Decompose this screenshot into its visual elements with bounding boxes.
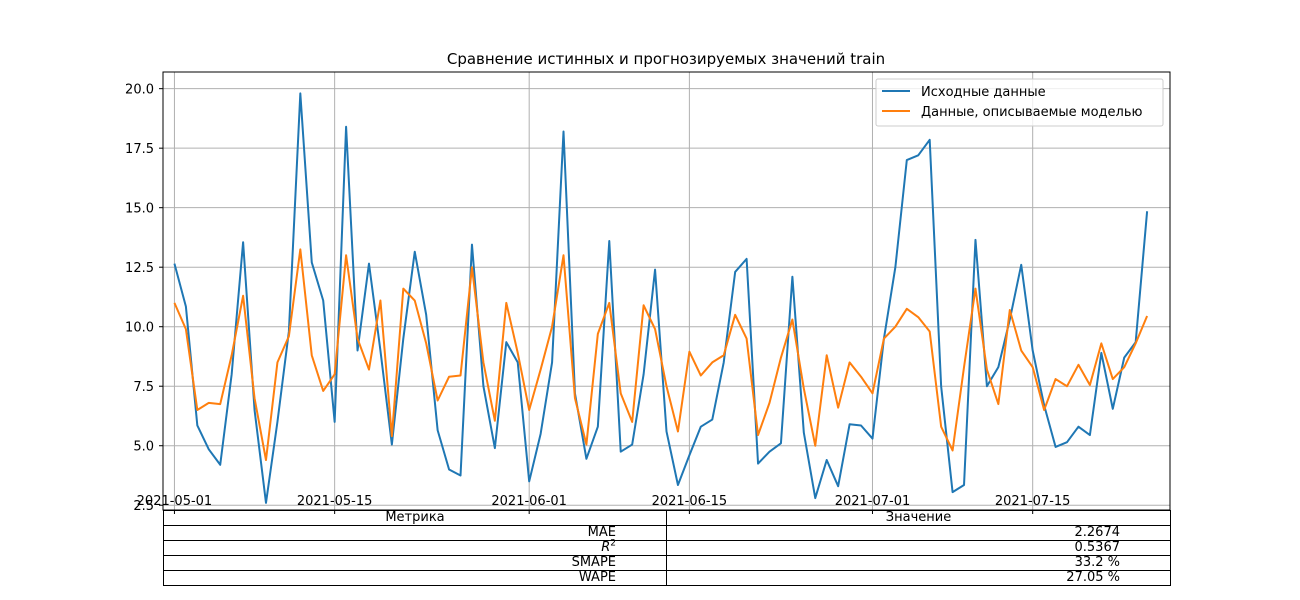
series-line-model xyxy=(173,248,1149,462)
y-tick-label: 12.5 xyxy=(125,261,154,276)
metric-name: R2 xyxy=(163,538,667,556)
table-row: R2 0.5367 xyxy=(163,538,1171,556)
column-header-value: Значение xyxy=(666,510,1171,526)
metrics-table: Метрика Значение MAE 2.2674 R2 0.5367 SM… xyxy=(163,510,1171,586)
y-tick-label: 5.0 xyxy=(133,440,154,455)
metric-value: 0.5367 xyxy=(666,540,1171,556)
y-tick-label: 15.0 xyxy=(125,202,154,217)
metric-name: SMAPE xyxy=(163,555,667,571)
axis-ticks: 2.5 5.0 7.5 10.0 12.5 15.0 17.5 20.0 2021-05-01 2… xyxy=(125,83,1070,515)
table-row: SMAPE 33.2 % xyxy=(163,555,1171,571)
y-tick-label: 20.0 xyxy=(125,83,154,98)
column-header-metric: Метрика xyxy=(163,510,667,526)
metric-name: WAPE xyxy=(163,570,667,586)
metric-value: 27.05 % xyxy=(666,570,1171,586)
metric-value: 2.2674 xyxy=(666,525,1171,541)
series-line-observed xyxy=(173,92,1149,504)
table-row: WAPE 27.05 % xyxy=(163,570,1171,586)
chart-title: Сравнение истинных и прогнозируемых знач… xyxy=(447,50,885,68)
metric-name-r: R xyxy=(601,540,611,555)
y-tick-label: 7.5 xyxy=(133,380,154,395)
legend-label-observed: Исходные данные xyxy=(921,85,1046,100)
table-header-row: Метрика Значение xyxy=(163,510,1171,526)
x-tick-label: 2021-07-15 xyxy=(995,494,1071,509)
metric-name: MAE xyxy=(163,525,667,541)
x-tick-label: 2021-06-01 xyxy=(491,494,567,509)
y-tick-label: 2.5 xyxy=(133,499,154,514)
plot-lines xyxy=(173,92,1149,504)
x-tick-label: 2021-05-15 xyxy=(297,494,373,509)
x-tick-label: 2021-07-01 xyxy=(835,494,911,509)
x-tick-label: 2021-06-15 xyxy=(652,494,728,509)
plot-frame xyxy=(162,71,1171,511)
metric-superscript: 2 xyxy=(610,538,616,549)
metric-value: 33.2 % xyxy=(666,555,1171,571)
table-row: MAE 2.2674 xyxy=(163,525,1171,541)
x-tick-label: 2021-05-01 xyxy=(137,494,213,509)
grid-lines xyxy=(163,72,1170,510)
legend-box xyxy=(875,78,1164,127)
y-tick-label: 17.5 xyxy=(125,142,154,157)
legend: Исходные данные Данные, описываемые моде… xyxy=(875,78,1164,127)
legend-label-model: Данные, описываемые моделью xyxy=(921,105,1143,120)
y-tick-label: 10.0 xyxy=(125,321,154,336)
